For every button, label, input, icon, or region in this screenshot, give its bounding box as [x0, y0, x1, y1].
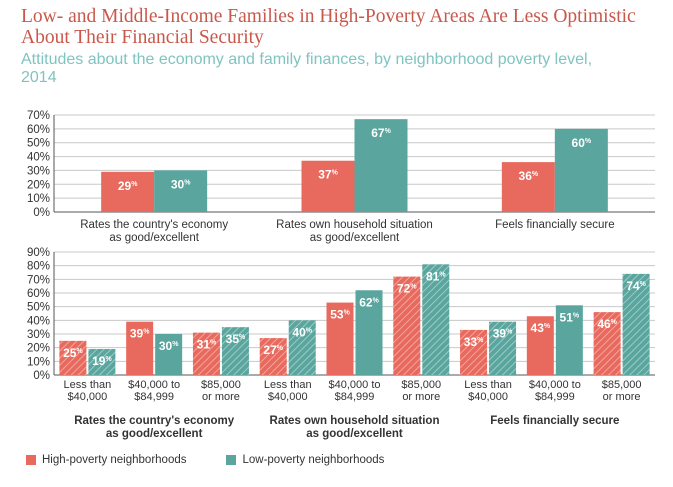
chart1-value-label: 29%: [118, 179, 138, 193]
chart-subtitle: Attitudes about the economy and family f…: [21, 51, 593, 86]
chart2-bar-low: [221, 327, 249, 375]
chart2-value-label: 33%: [464, 335, 484, 349]
chart2-y-tick-label: 70%: [27, 274, 50, 286]
chart2-bar-high: [393, 276, 421, 375]
chart2-bar-high: [326, 302, 354, 375]
chart2-value-label: 53%: [330, 308, 350, 322]
chart2-subcategory-label: $40,000 to $84,999: [529, 379, 581, 403]
chart2-value-label: 27%: [263, 343, 283, 357]
chart2-value-label: 81%: [426, 269, 446, 283]
chart2-bar-low: [355, 290, 383, 375]
chart2-value-label: 62%: [359, 295, 379, 309]
chart1-y-tick-label: 30%: [27, 165, 50, 177]
legend-item-high-poverty: High-poverty neighborhoods: [26, 454, 186, 466]
chart1-category-label: Rates the country's economy as good/excel…: [80, 219, 228, 244]
chart2-bar-high: [460, 329, 488, 375]
chart2-subcategory-label: Less than $40,000: [64, 379, 112, 403]
chart2-value-label: 40%: [292, 325, 312, 339]
chart1-category-label: Feels financially secure: [495, 219, 615, 231]
chart2-bar-high: [526, 316, 554, 375]
chart1-bar-high: [301, 160, 355, 212]
chart2-bar-low: [555, 305, 583, 375]
chart2-value-label: 74%: [626, 279, 646, 293]
chart2-subcategory-label: $85,000 or more: [602, 379, 642, 403]
chart2-subcategory-label: $85,000 or more: [201, 379, 241, 403]
chart2-value-label: 25%: [63, 346, 83, 360]
chart1-bar-low: [154, 170, 208, 212]
chart2-subcategory-label: Less than $40,000: [464, 379, 512, 403]
chart1-category-label: Rates own household situation as good/exc…: [276, 219, 433, 244]
chart2-value-label: 43%: [531, 321, 551, 335]
chart2-value-label: 30%: [159, 339, 179, 353]
chart2-value-label: 39%: [130, 327, 150, 341]
chart2-bar-low: [88, 349, 116, 375]
chart2-y-tick-label: 60%: [27, 288, 50, 300]
chart2-value-label: 31%: [197, 338, 217, 352]
chart1-value-label: 36%: [519, 169, 539, 183]
chart1-value-label: 60%: [572, 136, 592, 150]
chart2-bar-high: [259, 338, 287, 375]
chart2-y-tick-label: 30%: [27, 329, 50, 341]
chart2-bar-low: [155, 334, 183, 375]
legend-label-low-poverty: Low-poverty neighborhoods: [242, 454, 385, 466]
chart1-y-tick-label: 50%: [27, 138, 50, 150]
legend-swatch-high-poverty: [26, 455, 36, 465]
chart2-bar-high: [59, 340, 87, 375]
chart2-value-label: 46%: [597, 317, 617, 331]
chart1-bar-low: [354, 119, 408, 212]
chart2-bar-high: [126, 321, 154, 375]
chart1-y-tick-label: 0%: [33, 207, 50, 219]
chart2-value-label: 39%: [493, 327, 513, 341]
chart1-value-label: 30%: [171, 177, 191, 191]
chart2-y-tick-label: 40%: [27, 315, 50, 327]
chart1-y-tick-label: 10%: [27, 193, 50, 205]
chart2-value-label: 72%: [397, 282, 417, 296]
chart1-bar-high: [501, 162, 555, 212]
chart2-group-label: Rates own household situation as good/exc…: [270, 415, 440, 440]
chart2-y-tick-label: 80%: [27, 261, 50, 273]
chart2-subcategory-label: $85,000 or more: [401, 379, 441, 403]
legend: High-poverty neighborhoods Low-poverty n…: [26, 454, 384, 466]
legend-swatch-low-poverty: [226, 455, 237, 465]
chart2-bar-high: [192, 332, 220, 375]
chart-title: Low- and Middle-Income Families in High-…: [21, 6, 636, 48]
chart2-bar-high: [593, 312, 621, 375]
chart1-bar-high: [101, 171, 155, 212]
chart2-y-tick-label: 50%: [27, 302, 50, 314]
chart2-group-label: Rates the country's economy as good/excel…: [74, 415, 235, 440]
chart2-value-label: 51%: [560, 310, 580, 324]
chart2-value-label: 19%: [92, 354, 112, 368]
chart2-group-label: Feels financially secure: [490, 415, 619, 427]
chart2-value-label: 35%: [226, 332, 246, 346]
chart1-y-tick-label: 20%: [27, 179, 50, 191]
chart2-y-tick-label: 90%: [27, 247, 50, 259]
chart1-y-tick-label: 60%: [27, 124, 50, 136]
chart1-value-label: 67%: [371, 126, 391, 140]
chart2-y-tick-label: 0%: [33, 370, 50, 382]
chart2-bar-low: [288, 320, 316, 375]
chart1-y-tick-label: 70%: [27, 110, 50, 122]
chart2-y-tick-label: 10%: [27, 356, 50, 368]
chart1-value-label: 37%: [318, 168, 338, 182]
chart1-y-tick-label: 40%: [27, 152, 50, 164]
chart2-subcategory-label: $40,000 to $84,999: [329, 379, 381, 403]
chart2-subcategory-label: $40,000 to $84,999: [128, 379, 180, 403]
chart2-subcategory-label: Less than $40,000: [264, 379, 312, 403]
chart2-y-tick-label: 20%: [27, 343, 50, 355]
chart2-bar-low: [622, 273, 650, 375]
chart1-bar-low: [554, 128, 608, 212]
chart2-bar-low: [489, 321, 517, 375]
chart2-bar-low: [422, 264, 450, 375]
legend-item-low-poverty: Low-poverty neighborhoods: [226, 454, 384, 466]
legend-label-high-poverty: High-poverty neighborhoods: [42, 454, 187, 466]
